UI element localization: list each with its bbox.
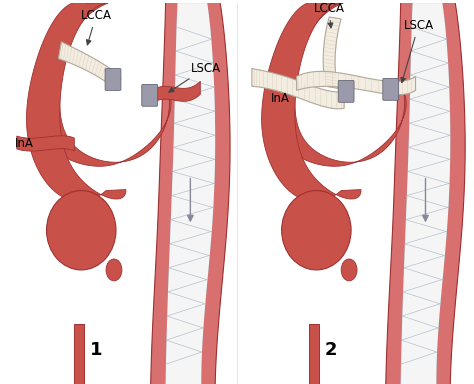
Ellipse shape [46, 190, 116, 270]
Text: 1: 1 [90, 341, 102, 359]
Polygon shape [386, 3, 412, 384]
Polygon shape [323, 17, 341, 88]
Text: InA: InA [271, 92, 290, 105]
Text: InA: InA [15, 137, 34, 151]
Text: LSCA: LSCA [169, 61, 220, 92]
Polygon shape [27, 2, 126, 202]
Polygon shape [151, 3, 230, 384]
Polygon shape [165, 3, 215, 384]
Ellipse shape [282, 190, 351, 270]
Polygon shape [151, 3, 177, 384]
Polygon shape [151, 81, 201, 104]
Polygon shape [270, 3, 406, 166]
Polygon shape [437, 3, 465, 384]
Text: LSCA: LSCA [401, 19, 434, 83]
Polygon shape [262, 2, 361, 202]
Text: 2: 2 [325, 341, 337, 359]
FancyBboxPatch shape [383, 78, 399, 100]
Polygon shape [201, 3, 230, 384]
Ellipse shape [106, 259, 122, 281]
Polygon shape [17, 136, 74, 151]
Polygon shape [297, 71, 416, 95]
Polygon shape [310, 324, 319, 384]
Polygon shape [252, 68, 344, 109]
Polygon shape [386, 3, 465, 384]
FancyBboxPatch shape [105, 68, 121, 90]
Polygon shape [35, 3, 171, 166]
Polygon shape [74, 324, 84, 384]
Ellipse shape [341, 259, 357, 281]
FancyBboxPatch shape [338, 80, 354, 102]
Text: LCCA: LCCA [314, 2, 345, 28]
Polygon shape [58, 42, 121, 90]
Polygon shape [401, 3, 450, 384]
FancyBboxPatch shape [142, 84, 158, 106]
Text: LCCA: LCCA [81, 9, 112, 45]
